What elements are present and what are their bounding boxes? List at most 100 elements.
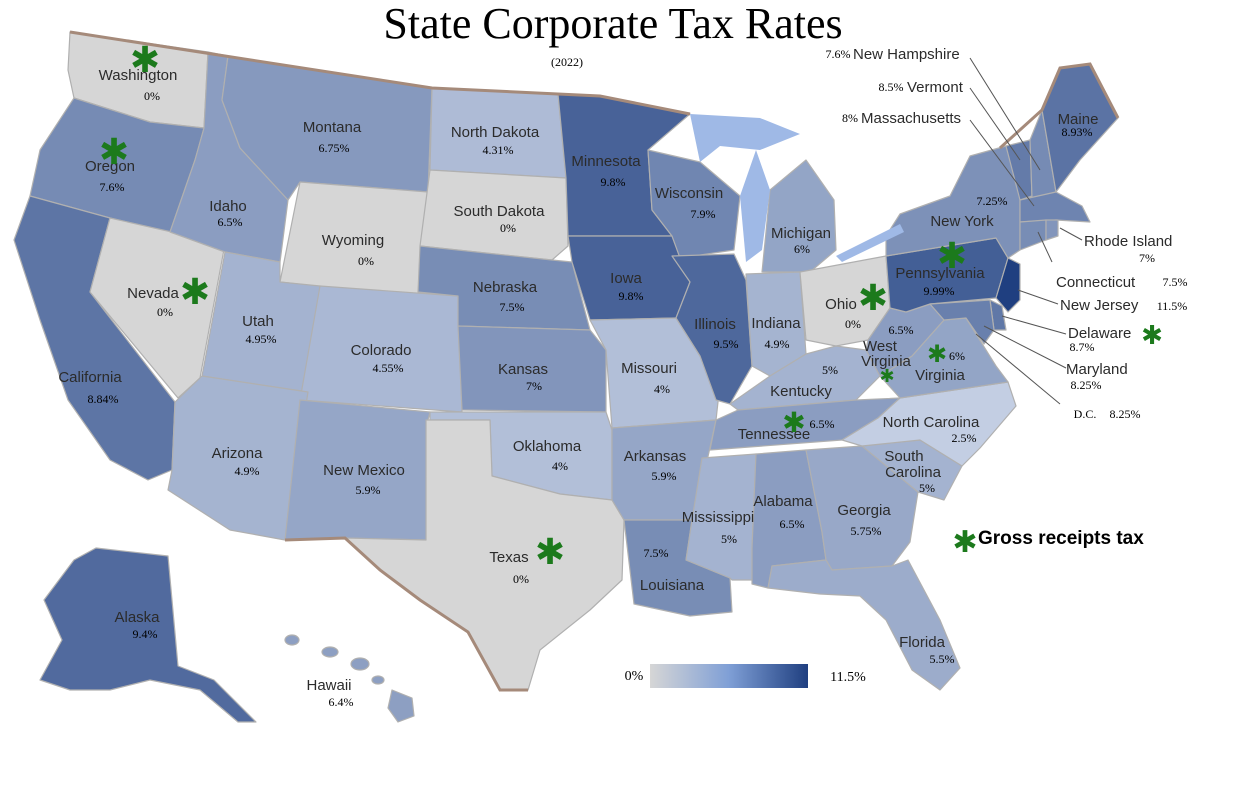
asterisk-icon: ✱ xyxy=(130,40,160,81)
rate-rhode-island: 7% xyxy=(1139,251,1155,265)
label-idaho: Idaho xyxy=(209,198,247,215)
rate-ohio: 0% xyxy=(845,317,861,331)
asterisk-icon: ✱ xyxy=(937,236,967,277)
national-border xyxy=(69,30,691,116)
label-alaska: Alaska xyxy=(114,609,160,626)
label-arkansas: Arkansas xyxy=(624,448,687,465)
state-new-jersey[interactable] xyxy=(995,257,1021,313)
rate-utah: 4.95% xyxy=(246,332,277,346)
label-pennsylvania: Pennsylvania xyxy=(895,265,985,282)
rate-delaware: 8.7% xyxy=(1070,340,1095,354)
label-tennessee: Tennessee xyxy=(738,426,811,443)
label-nevada: Nevada xyxy=(127,285,179,302)
asterisk-icon: ✱ xyxy=(927,340,947,368)
rate-minnesota: 9.8% xyxy=(601,175,626,189)
rate-vermont: 8.5% xyxy=(879,80,904,94)
label-iowa: Iowa xyxy=(610,270,642,287)
rate-kentucky: 5% xyxy=(822,363,838,377)
state-connecticut[interactable] xyxy=(1019,219,1047,251)
rate-connecticut: 7.5% xyxy=(1163,275,1188,289)
rate-new-hampshire: 7.6% xyxy=(826,47,851,61)
rate-north-dakota: 4.31% xyxy=(483,143,514,157)
label-hawaii: Hawaii xyxy=(306,677,351,694)
map-title: State Corporate Tax Rates xyxy=(383,0,842,48)
legend-max-label: 11.5% xyxy=(830,670,866,685)
asterisk-icon: ✱ xyxy=(782,406,805,439)
rate-oregon: 7.6% xyxy=(100,180,125,194)
label-california: California xyxy=(58,369,122,386)
label-new-jersey: New Jersey xyxy=(1060,297,1139,314)
leader-lines xyxy=(969,57,1083,405)
rate-tennessee: 6.5% xyxy=(810,417,835,431)
label-new-mexico: New Mexico xyxy=(323,462,405,479)
rate-colorado: 4.55% xyxy=(373,361,404,375)
label-mississippi: Mississippi xyxy=(682,509,755,526)
rate-virginia: 6% xyxy=(949,349,965,363)
rate-maine: 8.93% xyxy=(1062,125,1093,139)
state-south-dakota[interactable] xyxy=(419,169,569,261)
rate-montana: 6.75% xyxy=(319,141,350,155)
label-dc: D.C. xyxy=(1074,407,1097,421)
maine-border xyxy=(998,62,1120,150)
state-kansas[interactable] xyxy=(457,325,607,413)
state-alaska[interactable] xyxy=(39,547,257,723)
rate-illinois: 9.5% xyxy=(714,337,739,351)
label-minnesota: Minnesota xyxy=(571,153,641,170)
rate-iowa: 9.8% xyxy=(619,289,644,303)
lake-erie xyxy=(836,224,904,262)
asterisk-icon: ✱ xyxy=(535,532,565,573)
label-south-carolina-2: Carolina xyxy=(885,464,942,481)
asterisk-icon: ✱ xyxy=(879,366,894,387)
rate-alaska: 9.4% xyxy=(133,627,158,641)
rate-new-mexico: 5.9% xyxy=(356,483,381,497)
label-wyoming: Wyoming xyxy=(322,232,384,249)
state-hawaii[interactable] xyxy=(284,634,415,723)
asterisk-icon: ✱ xyxy=(180,272,210,313)
label-oklahoma: Oklahoma xyxy=(513,438,582,455)
rate-washington: 0% xyxy=(144,89,160,103)
rate-massachusetts: 8% xyxy=(842,111,858,125)
lake-superior xyxy=(690,114,800,162)
asterisk-icon: ✱ xyxy=(858,278,888,319)
rate-new-york: 7.25% xyxy=(977,194,1008,208)
label-north-dakota: North Dakota xyxy=(451,124,540,141)
legend-gradient-bar xyxy=(650,664,808,688)
southern-border xyxy=(284,536,528,692)
rate-south-dakota: 0% xyxy=(500,221,516,235)
rate-west-virginia: 6.5% xyxy=(889,323,914,337)
label-indiana: Indiana xyxy=(751,315,801,332)
label-maryland: Maryland xyxy=(1066,361,1128,378)
rate-hawaii: 6.4% xyxy=(329,695,354,709)
state-michigan[interactable] xyxy=(761,159,837,273)
label-massachusetts: Massachusetts xyxy=(861,110,961,127)
state-wisconsin[interactable] xyxy=(647,149,741,259)
state-labels: Washington 0% Oregon 7.6% California 8.8… xyxy=(58,46,1187,709)
label-delaware: Delaware xyxy=(1068,325,1131,342)
label-florida: Florida xyxy=(899,634,946,651)
label-west-virginia-1: West xyxy=(863,338,898,355)
rate-wisconsin: 7.9% xyxy=(691,207,716,221)
state-rhode-island[interactable] xyxy=(1045,219,1059,241)
state-florida[interactable] xyxy=(767,559,961,691)
rate-florida: 5.5% xyxy=(930,652,955,666)
rate-louisiana: 7.5% xyxy=(644,546,669,560)
rate-arkansas: 5.9% xyxy=(652,469,677,483)
legend-min-label: 0% xyxy=(625,669,644,684)
rate-kansas: 7% xyxy=(526,379,542,393)
state-illinois[interactable] xyxy=(671,253,753,405)
state-north-carolina[interactable] xyxy=(841,381,1017,467)
label-maine: Maine xyxy=(1058,111,1099,128)
rate-california: 8.84% xyxy=(88,392,119,406)
label-missouri: Missouri xyxy=(621,360,677,377)
label-washington: Washington xyxy=(99,67,178,84)
rate-mississippi: 5% xyxy=(721,532,737,546)
label-texas: Texas xyxy=(489,549,528,566)
label-west-virginia-2: Virginia xyxy=(861,353,911,370)
rate-dc: 8.25% xyxy=(1110,407,1141,421)
state-maryland[interactable] xyxy=(929,299,995,345)
label-michigan: Michigan xyxy=(771,225,831,242)
gross-receipts-markers: ✱ ✱ ✱ ✱ ✱ ✱ ✱ ✱ ✱ ✱ xyxy=(99,40,1163,573)
rate-wyoming: 0% xyxy=(358,254,374,268)
label-nebraska: Nebraska xyxy=(473,279,538,296)
